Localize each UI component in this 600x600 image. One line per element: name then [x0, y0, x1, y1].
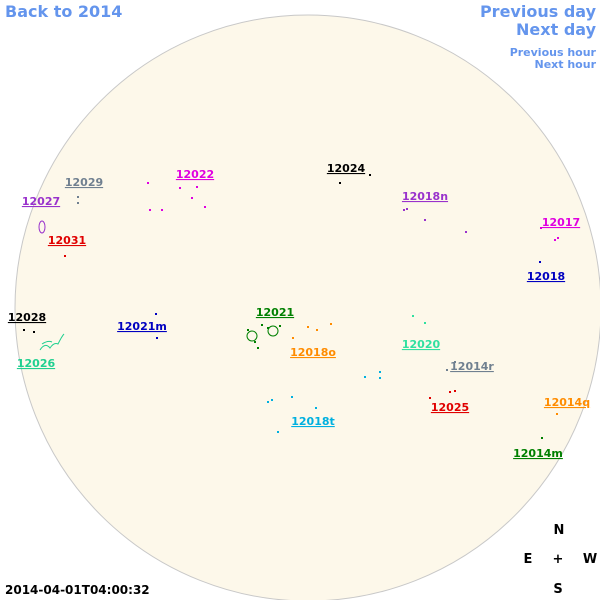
- sunspot: [315, 407, 317, 409]
- region-label: 12029: [65, 176, 103, 189]
- sunspot: [454, 361, 456, 363]
- sunspot: [23, 329, 25, 331]
- sunspot: [161, 209, 163, 211]
- sunspot: [403, 209, 405, 211]
- next-day-link[interactable]: Next day: [516, 20, 597, 39]
- sunspot: [191, 197, 193, 199]
- sunspot: [254, 341, 256, 343]
- sunspot: [261, 324, 263, 326]
- region-label: 12018t: [291, 415, 335, 428]
- region-label: 12017: [542, 216, 580, 229]
- sunspot: [412, 315, 414, 317]
- sunspot: [156, 337, 158, 339]
- sunspot: [279, 325, 281, 327]
- region-label: 12020: [402, 338, 441, 351]
- sunspot: [539, 261, 541, 263]
- sunspot: [554, 239, 556, 241]
- region-label: 12022: [176, 168, 214, 181]
- sunspot: [77, 202, 79, 204]
- sunspot: [291, 396, 293, 398]
- sunspot: [204, 206, 206, 208]
- region-label: 12014m: [513, 447, 563, 460]
- sunspot: [424, 322, 426, 324]
- compass-n: N: [554, 523, 565, 538]
- sunspot: [454, 390, 456, 392]
- sunspot: [429, 397, 431, 399]
- region-label: 12025: [431, 401, 469, 414]
- region-label: 12028: [8, 311, 46, 324]
- sunspot: [179, 187, 181, 189]
- sunspot: [424, 219, 426, 221]
- sunspot: [316, 329, 318, 331]
- sunspot: [369, 174, 371, 176]
- sunspot-contour: [39, 333, 65, 351]
- sunspot: [149, 209, 151, 211]
- sunspot: [147, 182, 149, 184]
- region-label: 12018: [527, 270, 565, 283]
- sunspot: [330, 323, 332, 325]
- sunspot: [364, 376, 366, 378]
- solar-disk: [14, 14, 600, 600]
- sunspot: [379, 377, 381, 379]
- sunspot: [541, 437, 543, 439]
- region-label: 12018n: [402, 190, 448, 203]
- region-label: 12018o: [290, 346, 336, 359]
- sunspot: [556, 413, 558, 415]
- sunspot: [449, 391, 451, 393]
- region-label: 12021: [256, 306, 294, 319]
- sunspot-contour: [267, 325, 279, 337]
- sunspot: [307, 326, 309, 328]
- next-hour-link[interactable]: Next hour: [535, 58, 597, 71]
- region-label: 12021m: [117, 320, 167, 333]
- sunspot: [277, 431, 279, 433]
- sunspot: [379, 371, 381, 373]
- sunspot: [247, 329, 249, 331]
- region-label: 12027: [22, 195, 60, 208]
- sunspot: [446, 369, 448, 371]
- sunspot: [196, 186, 198, 188]
- sunspot: [292, 337, 294, 339]
- sunspot: [64, 255, 66, 257]
- back-link[interactable]: Back to 2014: [5, 2, 122, 21]
- region-label: 12024: [327, 162, 366, 175]
- sunspot: [540, 227, 542, 229]
- sunspot: [465, 231, 467, 233]
- region-label: 12014q: [544, 396, 590, 409]
- previous-day-link[interactable]: Previous day: [480, 2, 597, 21]
- previous-hour-link[interactable]: Previous hour: [510, 46, 597, 59]
- sunspot-contour: [38, 220, 46, 234]
- timestamp: 2014-04-01T04:00:32: [5, 583, 150, 597]
- sunspot: [77, 196, 79, 198]
- sunspot: [557, 237, 559, 239]
- region-label: 12031: [48, 234, 86, 247]
- sunspot: [257, 347, 259, 349]
- sunspot-contour: [246, 330, 258, 342]
- compass-s: S: [553, 582, 562, 597]
- sunspot: [155, 313, 157, 315]
- compass-w: W: [583, 552, 597, 567]
- sunspot: [267, 401, 269, 403]
- sunspot: [339, 182, 341, 184]
- sunspot: [406, 208, 408, 210]
- compass-center: +: [553, 552, 564, 567]
- region-label: 12014r: [450, 360, 494, 373]
- region-label: 12026: [17, 357, 56, 370]
- compass-e: E: [524, 552, 533, 567]
- sunspot: [271, 399, 273, 401]
- sunspot: [33, 331, 35, 333]
- sunspot: [267, 327, 269, 329]
